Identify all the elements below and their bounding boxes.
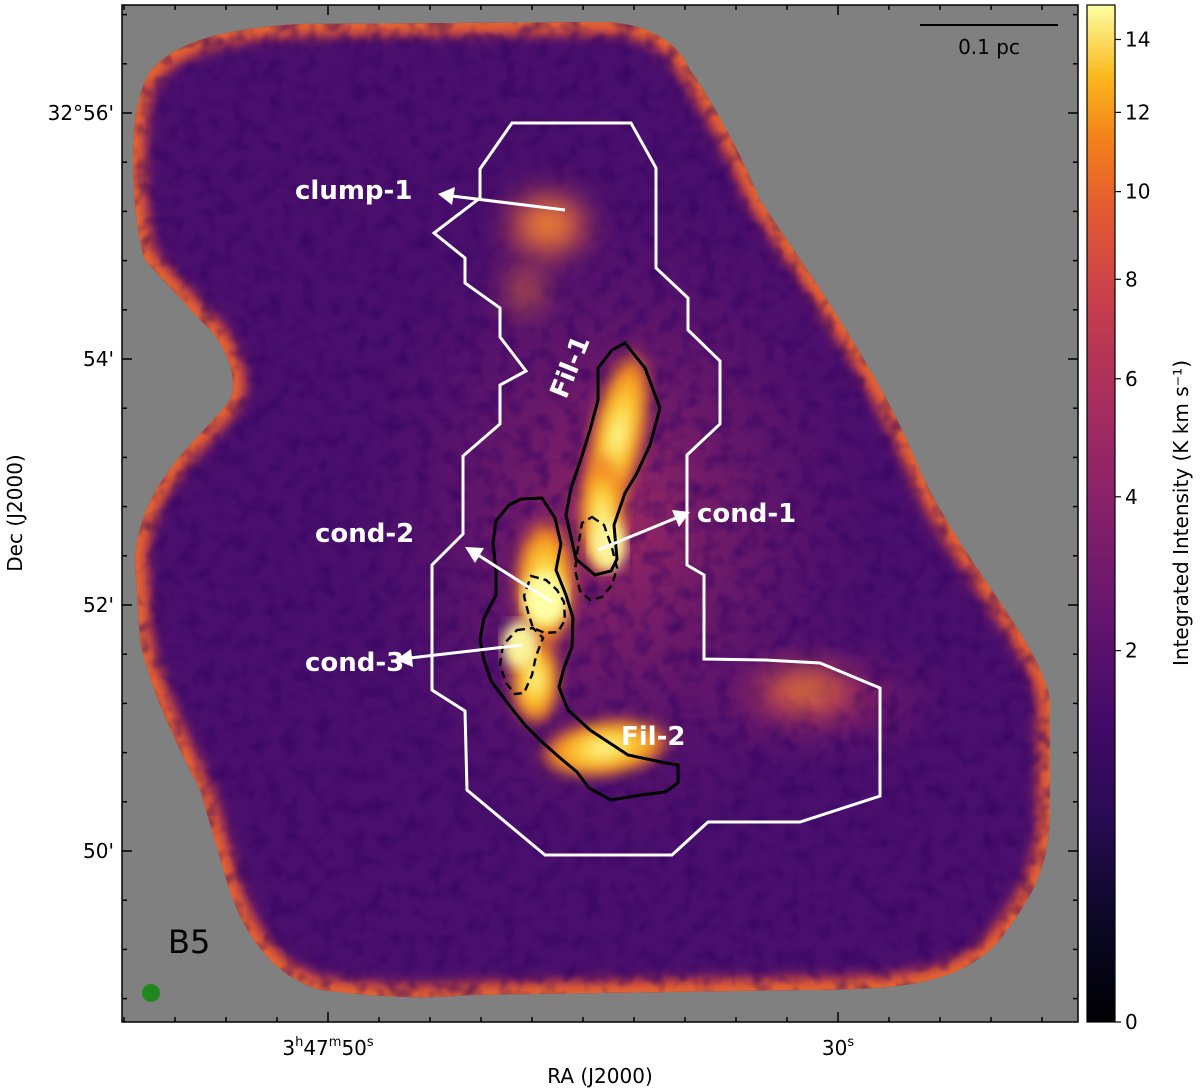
arrow-clump-1: [451, 194, 566, 212]
colorbar-label: Integrated Intensity (K km s⁻¹): [1169, 360, 1193, 666]
colorbar-tick-label: 6: [1125, 367, 1138, 391]
colorbar-tick-label: 14: [1125, 27, 1150, 51]
label-clump-1: clump-1: [295, 176, 412, 206]
colorbar: 0 2 4 6 8 10 12 14 Integrated Intensity (K km s…: [1086, 4, 1193, 1034]
contour-cond-1: [573, 515, 619, 602]
annotation-arrows: [396, 187, 690, 667]
arrowhead-clump-1: [438, 187, 455, 205]
y-tick-label: 52': [83, 593, 114, 617]
contour-cond-3: [498, 626, 545, 696]
arrow-cond-2: [477, 553, 553, 604]
arrowhead-cond-1: [672, 510, 690, 527]
scale-bar-label: 0.1 pc: [958, 35, 1020, 59]
colorbar-tick-label: 2: [1125, 639, 1138, 663]
contour-fil-2: [478, 496, 680, 802]
region-boundary: [430, 121, 882, 857]
x-axis-label: RA (J2000): [547, 1064, 653, 1088]
x-tick-label-2: 30s: [822, 1035, 854, 1060]
arrowhead-cond-3: [396, 649, 413, 667]
label-cond-1: cond-1: [697, 499, 796, 529]
label-cond-3: cond-3: [305, 648, 404, 678]
arrow-cond-1: [597, 516, 677, 552]
label-fil-2: Fil-2: [621, 722, 685, 752]
contour-cond-2: [522, 574, 567, 635]
axes-frame: [121, 4, 1079, 1023]
x-tick-label-1: 3h47m50s: [282, 1035, 374, 1060]
colorbar-tick-label: 4: [1125, 485, 1138, 509]
y-tick-label: 32°56': [48, 101, 114, 125]
colorbar-tick-label: 8: [1125, 267, 1138, 291]
colorbar-tick-label: 0: [1125, 1010, 1138, 1034]
field-label: B5: [168, 923, 210, 961]
arrow-cond-3: [409, 643, 523, 660]
scale-bar: 0.1 pc: [920, 24, 1058, 59]
y-axis-label: Dec (J2000): [3, 454, 27, 571]
colorbar-gradient: [1086, 4, 1116, 1023]
colorbar-ticks: 0 2 4 6 8 10 12 14: [1115, 27, 1150, 1034]
contour-fil-1: [564, 341, 662, 577]
y-tick-label: 50': [83, 839, 114, 863]
beam-marker: [142, 984, 160, 1002]
colorbar-tick-label: 10: [1125, 180, 1150, 204]
tick-marks: [122, 5, 1078, 1022]
y-tick-label: 54': [83, 347, 114, 371]
colorbar-tick-label: 12: [1125, 100, 1150, 124]
label-cond-2: cond-2: [315, 519, 414, 549]
arrowhead-cond-2: [465, 547, 484, 563]
